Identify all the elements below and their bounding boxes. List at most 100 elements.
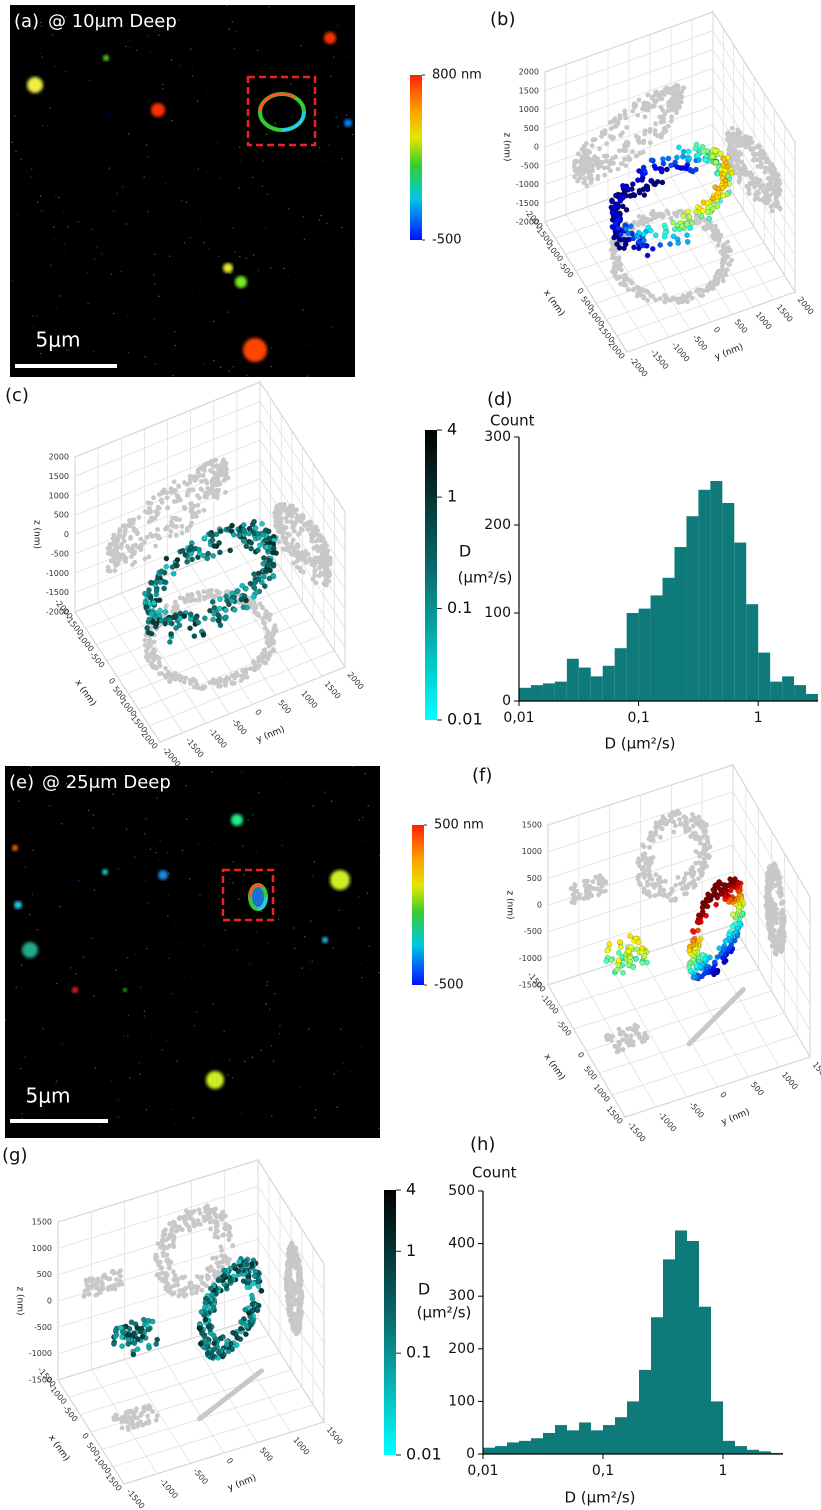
localization-point [681, 214, 686, 219]
projection-point [633, 103, 638, 108]
noise-dot [259, 948, 260, 949]
projection-point [308, 519, 313, 524]
x-tick-label: 0 [107, 676, 117, 686]
projection-point [743, 141, 748, 146]
noise-dot [349, 1071, 350, 1072]
projection-point [629, 1033, 634, 1038]
colorbar-tick-label: 0.1 [447, 598, 472, 617]
projection-point [679, 822, 684, 827]
projection-point [128, 536, 133, 541]
microscopy-image [5, 766, 380, 1138]
noise-dot [191, 978, 192, 979]
noise-dot [31, 169, 32, 170]
projection-point [640, 287, 645, 292]
noise-dot [58, 143, 59, 144]
noise-dot [208, 248, 209, 249]
projection-point [113, 551, 118, 556]
colorbar [384, 1190, 396, 1455]
projection-point [609, 126, 614, 131]
projection-point [298, 556, 303, 561]
noise-dot [351, 900, 352, 901]
y-tick-label: 1500 [811, 1060, 821, 1081]
projection-point [639, 858, 644, 863]
noise-dot [238, 187, 239, 188]
noise-dot [240, 160, 241, 161]
localization-point [650, 246, 655, 251]
projection-point [129, 554, 134, 559]
projection-point [145, 1414, 150, 1419]
localization-point [267, 576, 272, 581]
localization-point [644, 960, 649, 965]
projection-point [130, 1417, 135, 1422]
noise-dot [89, 80, 90, 81]
localization-point [714, 902, 719, 907]
projection-point [182, 680, 187, 685]
noise-dot [50, 265, 51, 266]
noise-dot [220, 177, 221, 178]
noise-dot [354, 243, 355, 244]
projection-point [759, 161, 764, 166]
projection-point [768, 930, 773, 935]
noise-dot [78, 880, 79, 881]
noise-dot [249, 963, 250, 964]
noise-dot [56, 829, 57, 830]
projection-point [696, 876, 701, 881]
localization-point [686, 209, 691, 214]
localization-point [621, 237, 626, 242]
projection-point [621, 1047, 626, 1052]
localization-point [162, 586, 167, 591]
localization-point [687, 964, 692, 969]
noise-dot [58, 805, 59, 806]
noise-dot [182, 850, 183, 851]
projection-point [168, 534, 173, 539]
projection-point [659, 821, 664, 826]
noise-dot [20, 1068, 21, 1069]
projection-point [671, 296, 676, 301]
noise-dot [96, 246, 97, 247]
projection-point [749, 180, 754, 185]
noise-dot [159, 1098, 160, 1099]
projection-point [616, 1040, 621, 1045]
projection-point [641, 1037, 646, 1042]
panel-label: (f) [472, 765, 492, 786]
colorbar-tick-label: -500 [432, 233, 462, 248]
projection-point [596, 893, 601, 898]
colorbar [425, 430, 437, 720]
projection-point [268, 612, 273, 617]
noise-dot [343, 240, 344, 241]
localization-point [218, 623, 223, 628]
noise-dot [26, 1047, 27, 1048]
projection-point [133, 543, 138, 548]
noise-dot [171, 120, 172, 121]
projection-point [716, 243, 721, 248]
projection-point [313, 556, 318, 561]
localization-point [658, 242, 663, 247]
projection-point [591, 137, 596, 142]
projection-point [603, 889, 608, 894]
z-tick-label: 1500 [49, 472, 69, 481]
noise-dot [256, 266, 257, 267]
colorbar [412, 825, 424, 985]
projection-point [179, 524, 184, 529]
noise-dot [269, 153, 270, 154]
projection-point [212, 681, 217, 686]
localization-point [202, 536, 207, 541]
noise-dot [273, 1060, 274, 1061]
noise-dot [288, 276, 289, 277]
projection-point [323, 553, 328, 558]
projection-point [640, 867, 645, 872]
localization-point [210, 533, 215, 538]
localization-point [713, 148, 718, 153]
y-tick-label: -2000 [161, 745, 183, 769]
noise-dot [293, 927, 294, 928]
projection-point [690, 874, 695, 879]
projection-point [123, 523, 128, 528]
projection-point [259, 652, 264, 657]
noise-dot [37, 202, 38, 203]
noise-dot [54, 66, 55, 67]
noise-dot [63, 212, 64, 213]
localization-point [687, 948, 692, 953]
projection-point [770, 209, 775, 214]
noise-dot [14, 116, 15, 117]
projection-point [146, 510, 151, 515]
